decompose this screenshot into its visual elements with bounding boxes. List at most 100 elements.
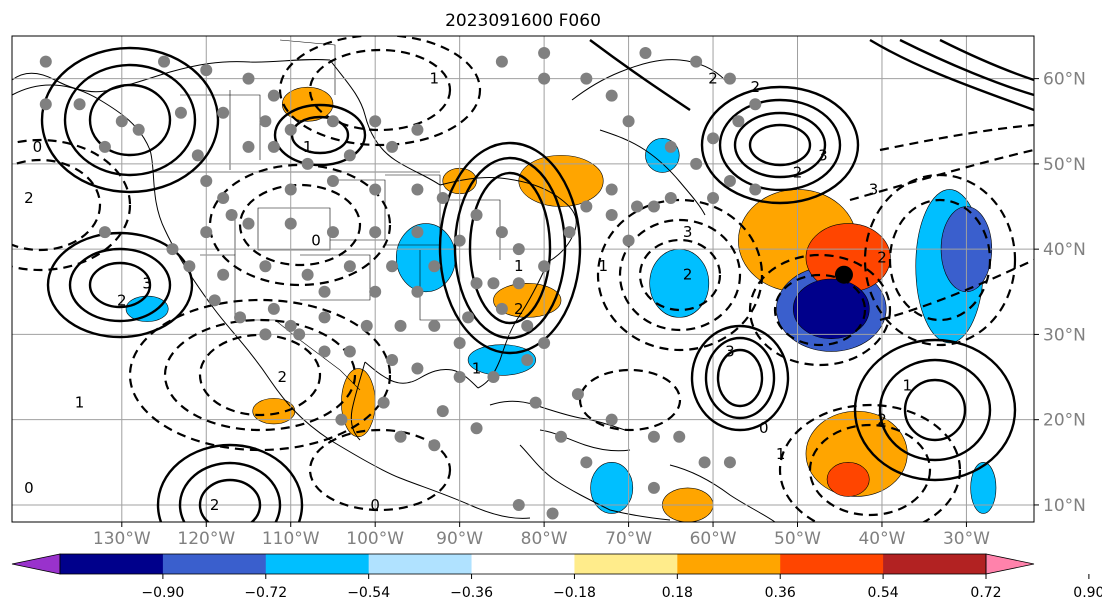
obs-dot-58 (622, 115, 635, 128)
y-tick-label-2: 40°N (1043, 240, 1086, 260)
obs-dot-56 (690, 157, 703, 170)
obs-dot-26 (436, 192, 449, 204)
contour-label-13: 2 (683, 266, 693, 284)
colorbar-segment-0 (60, 554, 164, 574)
contour-label-14: 3 (683, 223, 693, 241)
obs-dot-14 (411, 123, 424, 136)
colorbar-segment-7 (780, 554, 884, 574)
contour-label-10: 2 (877, 411, 887, 429)
obs-dot-34 (284, 217, 297, 230)
contour-label-6: 3 (142, 274, 152, 292)
x-tick-label-1: 120°W (177, 529, 235, 549)
y-tick-label-1: 50°N (1043, 155, 1086, 175)
obs-dot-69 (707, 132, 720, 145)
obs-dot-1 (200, 64, 213, 77)
anomaly-fill-11 (396, 223, 456, 293)
y-tick-label-3: 30°N (1043, 325, 1086, 345)
contour-label-12: 2 (210, 496, 220, 514)
colorbar-label-3: −0.36 (450, 585, 493, 601)
colorbar-segment-3 (368, 554, 473, 574)
obs-dot-80 (521, 354, 534, 366)
colorbar-segment-4 (471, 554, 575, 574)
obs-dot-107 (546, 507, 559, 520)
contour-label-18: 1 (75, 394, 85, 412)
contour-label-3: 1 (303, 138, 313, 156)
colorbar-label-8: 0.72 (970, 585, 1001, 601)
obs-dot-83 (411, 362, 424, 375)
obs-dot-102 (555, 430, 568, 443)
obs-dot-45 (470, 277, 483, 290)
obs-dot-52 (664, 192, 677, 204)
x-tick-label-2: 110°W (262, 529, 320, 549)
x-tick-label-6: 70°W (605, 529, 652, 549)
obs-dot-113 (647, 200, 660, 213)
obs-dot-67 (749, 98, 762, 111)
obs-dot-31 (411, 226, 424, 239)
anomaly-fill-18 (125, 295, 169, 322)
obs-dot-17 (301, 157, 314, 170)
obs-dot-51 (631, 200, 644, 213)
obs-dot-12 (326, 115, 339, 128)
obs-dot-27 (470, 209, 483, 222)
colorbar-segment-6 (677, 554, 781, 574)
y-axis-ticks: 60°N 50°N 40°N 30°N 20°N 10°N (1034, 70, 1086, 516)
obs-dot-8 (115, 115, 128, 128)
obs-dot-3 (267, 89, 280, 102)
obs-dot-64 (639, 47, 652, 60)
obs-dot-88 (259, 328, 272, 341)
obs-dot-61 (538, 72, 551, 85)
obs-dot-41 (301, 268, 314, 281)
obs-dot-121 (259, 115, 272, 128)
contour-label-20: 1 (472, 360, 482, 378)
obs-dot-94 (529, 396, 542, 409)
obs-dot-16 (343, 149, 356, 162)
colorbar-label-1: −0.72 (244, 585, 287, 601)
obs-dot-30 (453, 234, 466, 247)
x-tick-label-8: 50°W (774, 529, 821, 549)
obs-dot-65 (690, 55, 703, 68)
anomaly-fill-14 (341, 368, 376, 438)
obs-dot-84 (386, 354, 399, 366)
obs-dot-2 (242, 72, 255, 85)
chart-title: 2023091600 F060 (445, 11, 601, 31)
obs-dot-100 (723, 456, 736, 469)
obs-dot-75 (428, 319, 441, 332)
contour-label-16: 0 (370, 496, 380, 514)
colorbar-segment-8 (883, 554, 987, 574)
obs-dot-62 (495, 55, 508, 68)
contour-label-1: 2 (750, 78, 760, 96)
obs-dot-99 (698, 456, 711, 469)
obs-dot-70 (267, 302, 280, 315)
colorbar-label-0: −0.90 (141, 585, 184, 601)
obs-dot-117 (369, 285, 382, 298)
contours-solid (40, 38, 1034, 522)
obs-dot-44 (428, 260, 441, 273)
obs-dot-92 (436, 405, 449, 418)
obs-dot-50 (605, 209, 618, 222)
obs-dot-74 (394, 319, 407, 332)
obs-dot-78 (521, 319, 534, 332)
obs-dot-105 (335, 413, 348, 426)
contour-label-2: 1 (430, 70, 440, 88)
obs-dot-86 (318, 345, 331, 358)
contour-label-19: 2 (278, 368, 288, 386)
obs-dot-89 (234, 311, 247, 324)
contour-label-9: 3 (725, 342, 735, 360)
obs-dot-0 (158, 55, 171, 68)
obs-dot-97 (647, 430, 660, 443)
obs-dot-6 (132, 123, 145, 136)
obs-dot-36 (200, 226, 213, 239)
y-tick-label-0: 60°N (1043, 70, 1086, 90)
obs-dot-91 (377, 396, 390, 409)
obs-dot-15 (386, 140, 399, 153)
obs-dot-38 (183, 260, 196, 273)
obs-dot-20 (200, 174, 213, 187)
obs-dot-104 (394, 430, 407, 443)
observation-dots (39, 47, 762, 520)
contour-label-11: 1 (903, 377, 913, 395)
obs-dot-53 (707, 192, 720, 204)
colorbar-segment-2 (265, 554, 370, 574)
colorbar-label-4: −0.18 (553, 585, 596, 601)
obs-dot-37 (166, 243, 179, 256)
obs-dot-71 (284, 319, 297, 332)
